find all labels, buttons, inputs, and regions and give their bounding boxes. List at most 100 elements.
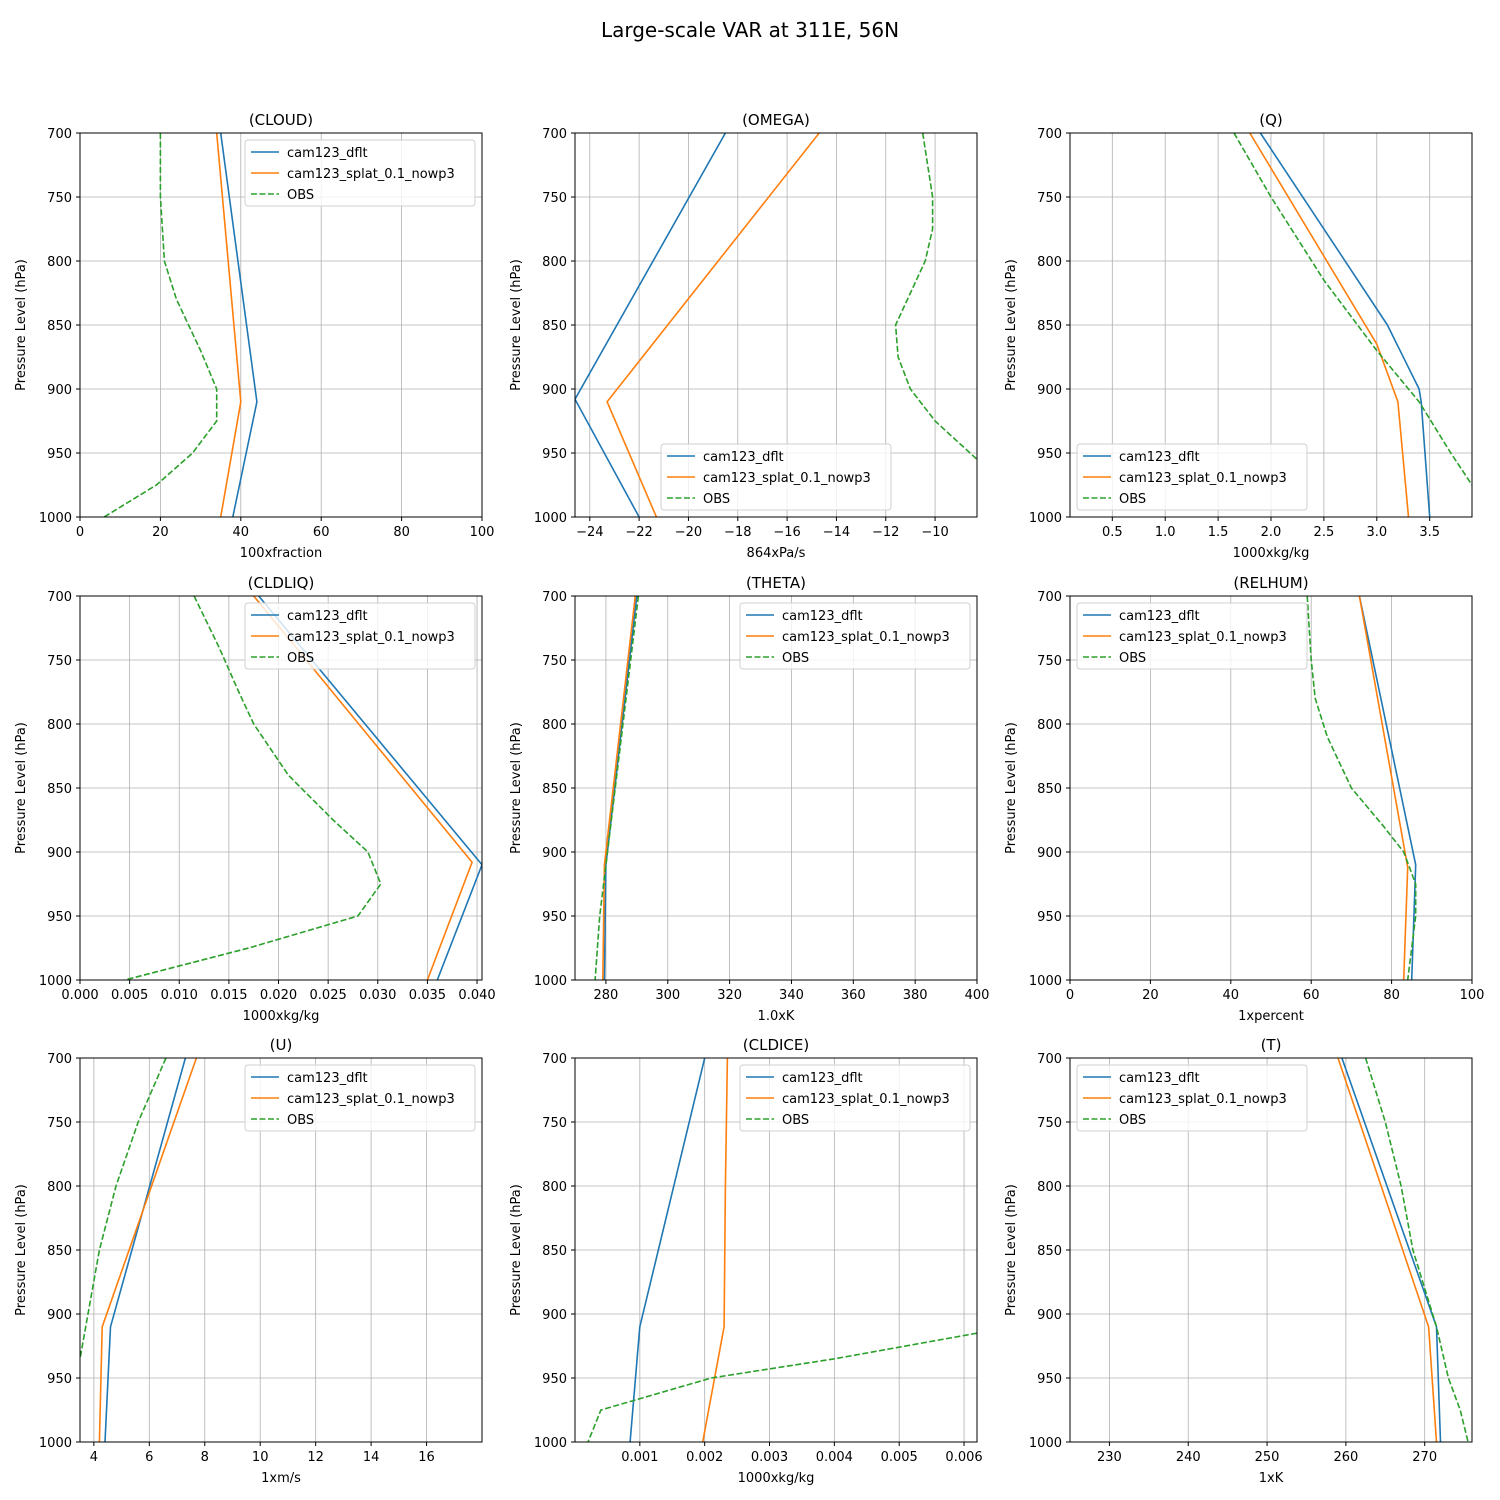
x-tick-label: 400 bbox=[965, 988, 990, 1003]
panel-cloud: 0 20 40 60 80 100 700 750 800 850 900 950 1000 (CLOUD… bbox=[14, 111, 494, 561]
legend: cam123_dflt cam123_splat_0.1_nowp3 OBS bbox=[1076, 1064, 1308, 1132]
x-tick-label: −16 bbox=[773, 525, 800, 540]
series-line-obs bbox=[1306, 596, 1417, 980]
y-tick-label: 700 bbox=[1037, 1052, 1062, 1067]
x-tick-label: 100 bbox=[1460, 988, 1485, 1003]
grid-lines bbox=[79, 132, 483, 518]
y-tick-label: 800 bbox=[542, 1180, 567, 1195]
y-tick-label: 750 bbox=[542, 1116, 567, 1131]
x-tick-label: 8 bbox=[201, 1450, 209, 1465]
series-group bbox=[1233, 133, 1472, 517]
series-group bbox=[1306, 596, 1417, 980]
panel-t: 230 240 250 260 270 700 750 800 850 900 950 1000 (T)… bbox=[1004, 1036, 1473, 1486]
legend-box bbox=[1076, 1064, 1308, 1132]
panel-relhum: 0 20 40 60 80 100 700 750 800 850 900 950 1000 (RELHU… bbox=[1004, 574, 1484, 1024]
legend-label: cam123_dflt bbox=[1119, 1071, 1200, 1086]
series-group bbox=[103, 133, 258, 517]
series-line-obs bbox=[894, 133, 977, 460]
y-axis-label: Pressure Level (hPa) bbox=[1004, 722, 1019, 854]
x-tick-label: 0 bbox=[1066, 988, 1074, 1003]
series-line-cam123-splat-0-1-nowp3 bbox=[1249, 133, 1410, 517]
x-tick-label: 0.001 bbox=[621, 1450, 658, 1465]
legend: cam123_dflt cam123_splat_0.1_nowp3 OBS bbox=[244, 139, 476, 207]
series-line-cam123-splat-0-1-nowp3 bbox=[1337, 1058, 1438, 1442]
x-tick-label: 230 bbox=[1097, 1450, 1122, 1465]
panel-u: 4 6 8 10 12 14 16 700 750 800 850 900 950 1000 (U) 1xm/… bbox=[14, 1036, 483, 1486]
legend: cam123_dflt cam123_splat_0.1_nowp3 OBS bbox=[660, 443, 892, 511]
legend-label: cam123_splat_0.1_nowp3 bbox=[1119, 471, 1287, 486]
y-tick-label: 1000 bbox=[39, 974, 72, 989]
y-tick-label: 800 bbox=[47, 718, 72, 733]
x-tick-label: 0.015 bbox=[210, 988, 247, 1003]
y-tick-label: 800 bbox=[1037, 718, 1062, 733]
series-group bbox=[1337, 1058, 1469, 1442]
x-tick-label: 380 bbox=[903, 988, 928, 1003]
x-tick-label: 270 bbox=[1412, 1450, 1437, 1465]
x-tick-label: −10 bbox=[921, 525, 948, 540]
x-tick-label: 0.000 bbox=[61, 988, 98, 1003]
legend-label: OBS bbox=[703, 492, 730, 507]
legend-label: cam123_dflt bbox=[287, 146, 368, 161]
legend-label: cam123_splat_0.1_nowp3 bbox=[1119, 1092, 1287, 1107]
x-tick-label: 0.006 bbox=[945, 1450, 982, 1465]
legend-label: OBS bbox=[287, 651, 314, 666]
x-tick-label: −20 bbox=[675, 525, 702, 540]
legend-label: cam123_splat_0.1_nowp3 bbox=[1119, 630, 1287, 645]
subplot-title: (U) bbox=[270, 1036, 293, 1054]
series-line-cam123-dflt bbox=[104, 1058, 187, 1442]
x-tick-label: 80 bbox=[393, 525, 410, 540]
legend: cam123_dflt cam123_splat_0.1_nowp3 OBS bbox=[1076, 602, 1308, 670]
legend-label: cam123_splat_0.1_nowp3 bbox=[287, 630, 455, 645]
x-axis-label: 1xpercent bbox=[1238, 1009, 1304, 1024]
series-line-obs bbox=[587, 1332, 977, 1442]
subplot-title: (CLDLIQ) bbox=[248, 574, 315, 592]
legend: cam123_dflt cam123_splat_0.1_nowp3 OBS bbox=[244, 1064, 476, 1132]
y-tick-label: 1000 bbox=[39, 511, 72, 526]
series-line-cam123-splat-0-1-nowp3 bbox=[602, 596, 637, 980]
x-axis-label: 100xfraction bbox=[240, 546, 322, 561]
x-tick-label: −24 bbox=[576, 525, 603, 540]
x-axis-label: 1000xkg/kg bbox=[243, 1009, 320, 1024]
y-tick-label: 900 bbox=[47, 846, 72, 861]
legend: cam123_dflt cam123_splat_0.1_nowp3 OBS bbox=[244, 602, 476, 670]
x-tick-label: 0.002 bbox=[686, 1450, 723, 1465]
legend-box bbox=[1076, 602, 1308, 670]
legend-label: cam123_splat_0.1_nowp3 bbox=[287, 167, 455, 182]
series-line-obs bbox=[103, 133, 218, 517]
x-tick-label: 40 bbox=[233, 525, 250, 540]
y-axis-label: Pressure Level (hPa) bbox=[14, 259, 29, 391]
y-tick-label: 750 bbox=[1037, 1116, 1062, 1131]
x-axis-label: 1xK bbox=[1259, 1471, 1284, 1486]
subplot-title: (THETA) bbox=[746, 574, 806, 592]
series-line-obs bbox=[594, 596, 640, 980]
y-tick-label: 750 bbox=[1037, 654, 1062, 669]
y-tick-label: 1000 bbox=[39, 1436, 72, 1451]
series-line-cam123-splat-0-1-nowp3 bbox=[606, 133, 820, 517]
y-tick-label: 800 bbox=[542, 255, 567, 270]
y-tick-label: 950 bbox=[47, 1372, 72, 1387]
x-tick-label: 260 bbox=[1333, 1450, 1358, 1465]
series-line-cam123-splat-0-1-nowp3 bbox=[98, 1058, 198, 1442]
y-axis-label: Pressure Level (hPa) bbox=[509, 259, 524, 391]
x-tick-label: 20 bbox=[152, 525, 169, 540]
series-line-cam123-splat-0-1-nowp3 bbox=[215, 133, 242, 517]
y-tick-label: 750 bbox=[542, 191, 567, 206]
series-line-cam123-dflt bbox=[219, 133, 258, 517]
series-line-cam123-splat-0-1-nowp3 bbox=[1358, 596, 1409, 980]
legend-box bbox=[1076, 443, 1308, 511]
series-group bbox=[124, 596, 482, 980]
y-tick-label: 850 bbox=[1037, 319, 1062, 334]
x-tick-label: 0.025 bbox=[310, 988, 347, 1003]
x-tick-label: 3.0 bbox=[1366, 525, 1387, 540]
x-tick-label: 6 bbox=[145, 1450, 153, 1465]
x-tick-label: 320 bbox=[717, 988, 742, 1003]
legend: cam123_dflt cam123_splat_0.1_nowp3 OBS bbox=[739, 602, 971, 670]
series-group bbox=[594, 596, 640, 980]
series-line-cam123-splat-0-1-nowp3 bbox=[701, 1058, 729, 1442]
x-tick-label: −18 bbox=[724, 525, 751, 540]
y-tick-label: 900 bbox=[1037, 846, 1062, 861]
series-line-obs bbox=[124, 596, 382, 980]
legend-label: OBS bbox=[1119, 651, 1146, 666]
y-tick-label: 1000 bbox=[534, 511, 567, 526]
legend-label: cam123_dflt bbox=[287, 609, 368, 624]
